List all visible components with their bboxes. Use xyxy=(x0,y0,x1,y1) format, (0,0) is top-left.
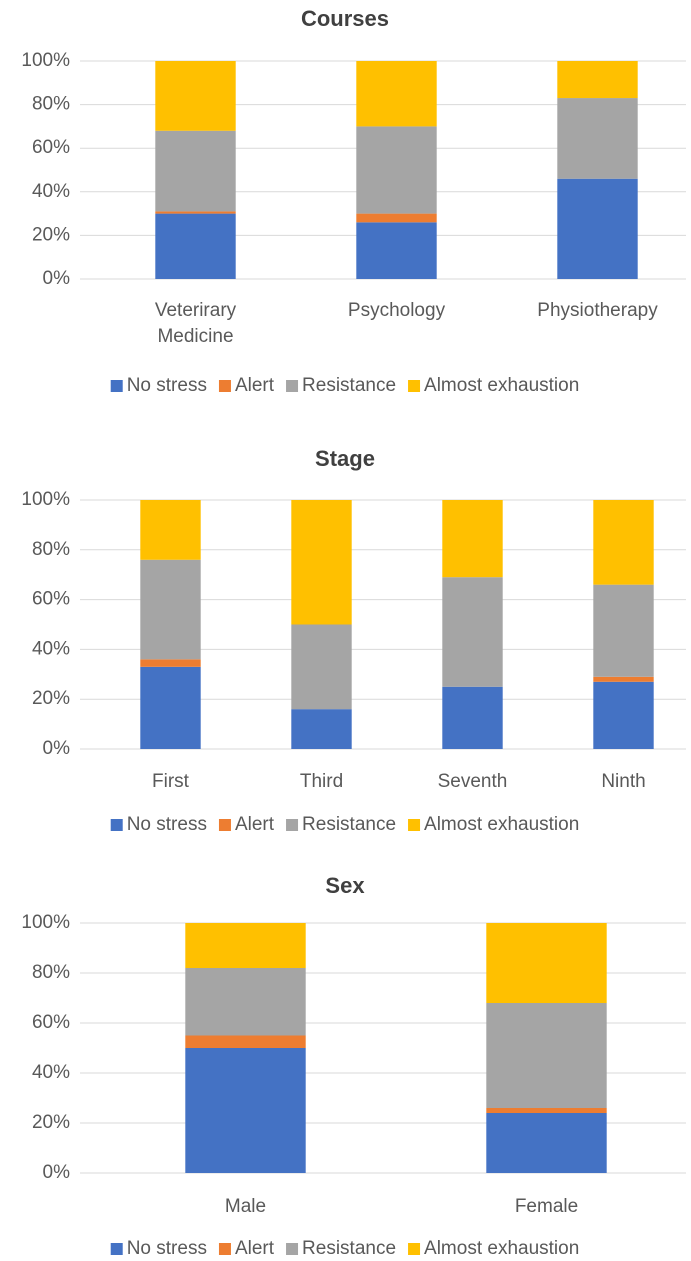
bar-segment xyxy=(356,213,437,223)
y-tick-label: 20% xyxy=(32,224,70,245)
bar-segment xyxy=(593,584,654,677)
legend-swatch xyxy=(286,1243,299,1255)
legend-label: Almost exhaustion xyxy=(424,375,579,396)
x-tick-label: Ninth xyxy=(601,771,646,792)
bar-segment xyxy=(140,666,201,749)
bar-segment xyxy=(185,923,306,968)
legend-label: No stress xyxy=(127,814,207,835)
y-tick-label: 60% xyxy=(32,1012,70,1033)
x-tick-label: Male xyxy=(224,1196,267,1217)
bar-segment xyxy=(356,126,437,214)
bar-segment xyxy=(291,500,352,625)
y-tick-label: 20% xyxy=(32,1112,70,1133)
y-tick-label: 40% xyxy=(32,638,70,659)
legend-swatch xyxy=(218,1243,231,1255)
legend-swatch xyxy=(110,380,123,392)
bar-segment xyxy=(356,61,437,127)
y-tick-label: 0% xyxy=(43,1162,71,1183)
y-tick-label: 0% xyxy=(43,268,71,289)
legend-swatch xyxy=(408,819,421,831)
legend-label: Alert xyxy=(235,814,275,835)
legend-swatch xyxy=(286,380,299,392)
bar-segment xyxy=(291,624,352,710)
legend-swatch xyxy=(218,819,231,831)
y-tick-label: 100% xyxy=(21,50,70,71)
bar-segment xyxy=(593,500,654,585)
bar-segment xyxy=(557,98,638,179)
legend-swatch xyxy=(408,1243,421,1255)
legend-label: Alert xyxy=(235,1238,275,1259)
bar-segment xyxy=(593,676,654,682)
bar-segment xyxy=(442,686,503,749)
legend-swatch xyxy=(110,819,123,831)
bar-segment xyxy=(155,130,236,212)
bar-segment xyxy=(155,213,236,279)
legend-swatch xyxy=(218,380,231,392)
y-tick-label: 80% xyxy=(32,94,70,115)
y-tick-label: 60% xyxy=(32,137,70,158)
bar-segment xyxy=(486,1003,607,1108)
bar-segment xyxy=(140,500,201,560)
x-tick-label: Seventh xyxy=(437,771,508,792)
y-tick-label: 60% xyxy=(32,589,70,610)
chart-title: Sex xyxy=(325,873,365,898)
legend-label: No stress xyxy=(127,1238,207,1259)
chart-title: Stage xyxy=(315,446,375,471)
legend-swatch xyxy=(408,380,421,392)
y-tick-label: 40% xyxy=(32,1062,70,1083)
y-tick-label: 40% xyxy=(32,181,70,202)
bar-segment xyxy=(486,1108,607,1113)
y-tick-label: 80% xyxy=(32,962,70,983)
x-tick-label: Physiotherapy xyxy=(537,300,658,321)
x-tick-label: Third xyxy=(299,771,344,792)
bar-segment xyxy=(140,559,201,660)
bar-segment xyxy=(557,178,638,279)
bar-segment xyxy=(486,923,607,1003)
bar-segment xyxy=(185,968,306,1036)
y-tick-label: 100% xyxy=(21,489,70,510)
bar-segment xyxy=(291,709,352,749)
legend-label: Almost exhaustion xyxy=(424,1238,579,1259)
bar-segment xyxy=(356,222,437,279)
y-tick-label: 80% xyxy=(32,539,70,560)
chart-title: Courses xyxy=(301,6,389,31)
x-tick-label: Female xyxy=(514,1196,579,1217)
bar-segment xyxy=(155,61,236,131)
bar-segment xyxy=(155,211,236,214)
bar-segment xyxy=(185,1048,306,1173)
x-tick-label: First xyxy=(152,771,189,792)
legend-swatch xyxy=(110,1243,123,1255)
y-tick-label: 0% xyxy=(43,738,71,759)
bar-segment xyxy=(442,500,503,578)
bar-segment xyxy=(593,681,654,749)
legend-swatch xyxy=(286,819,299,831)
legend-label: Resistance xyxy=(302,1238,396,1259)
bar-segment xyxy=(140,659,201,667)
bar-segment xyxy=(557,61,638,99)
legend-label: Almost exhaustion xyxy=(424,814,579,835)
legend-label: Resistance xyxy=(302,375,396,396)
bar-segment xyxy=(185,1035,306,1048)
x-tick-label: Veterirary Medicine xyxy=(154,300,237,347)
x-tick-label: Psychology xyxy=(347,300,446,321)
legend-label: Resistance xyxy=(302,814,396,835)
legend-label: Alert xyxy=(235,375,275,396)
legend-label: No stress xyxy=(127,375,207,396)
y-tick-label: 20% xyxy=(32,688,70,709)
bar-segment xyxy=(442,577,503,687)
bar-segment xyxy=(486,1113,607,1173)
y-tick-label: 100% xyxy=(21,912,70,933)
